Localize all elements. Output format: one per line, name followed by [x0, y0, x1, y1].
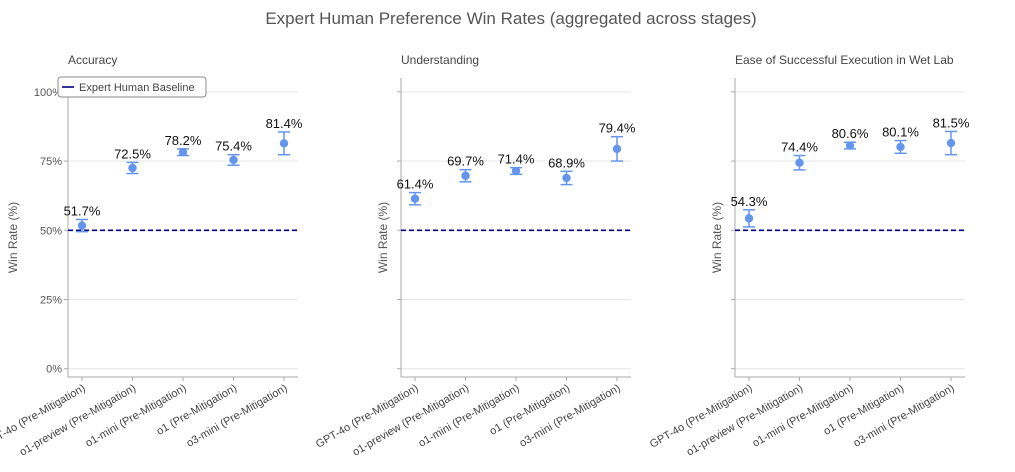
data-label: 68.9%: [548, 155, 585, 170]
data-point: [946, 138, 956, 148]
panel-title: Ease of Successful Execution in Wet Lab: [735, 53, 954, 67]
data-label: 74.4%: [781, 140, 818, 155]
data-label: 75.4%: [215, 139, 252, 154]
data-label: 80.1%: [882, 125, 919, 140]
data-label: 61.4%: [397, 177, 434, 192]
y-axis-label: Win Rate (%): [376, 202, 390, 273]
data-label: 80.6%: [832, 126, 869, 141]
data-label: 54.3%: [731, 194, 768, 209]
data-label: 79.4%: [599, 121, 636, 136]
panel-title: Accuracy: [68, 53, 117, 67]
data-label: 78.2%: [165, 133, 202, 148]
data-point: [128, 163, 137, 173]
data-point: [612, 144, 622, 154]
y-axis-label: Win Rate (%): [710, 202, 724, 273]
figure-title: Expert Human Preference Win Rates (aggre…: [265, 9, 756, 28]
data-point: [744, 214, 754, 223]
y-tick-label: 100%: [34, 87, 62, 99]
y-tick-label: 25%: [40, 294, 62, 306]
panel-title: Understanding: [401, 53, 479, 67]
data-label: 69.7%: [447, 154, 484, 169]
data-label: 72.5%: [114, 146, 151, 161]
y-axis-label: Win Rate (%): [6, 202, 20, 273]
data-point: [845, 141, 855, 150]
legend: Expert Human Baseline: [57, 76, 207, 98]
legend-box: [57, 76, 207, 98]
data-point: [229, 155, 238, 165]
data-point: [279, 139, 289, 148]
data-point: [410, 194, 420, 203]
data-point: [77, 221, 87, 230]
y-tick-label: 0%: [46, 364, 62, 376]
panel-3: Ease of Successful Execution in Wet Lab W…: [648, 53, 970, 459]
y-tick-label: 50%: [40, 225, 62, 237]
data-label: 71.4%: [498, 152, 535, 167]
data-point: [562, 173, 571, 183]
y-tick-label: 75%: [40, 156, 62, 168]
data-point: [795, 158, 804, 167]
data-point: [461, 171, 470, 180]
data-point: [511, 166, 521, 176]
data-label: 81.4%: [266, 116, 303, 131]
data-point: [896, 142, 905, 152]
data-label: 81.5%: [933, 115, 970, 130]
data-point: [178, 147, 188, 157]
legend-label: Expert Human Baseline: [79, 82, 195, 94]
data-label: 51.7%: [64, 203, 101, 218]
